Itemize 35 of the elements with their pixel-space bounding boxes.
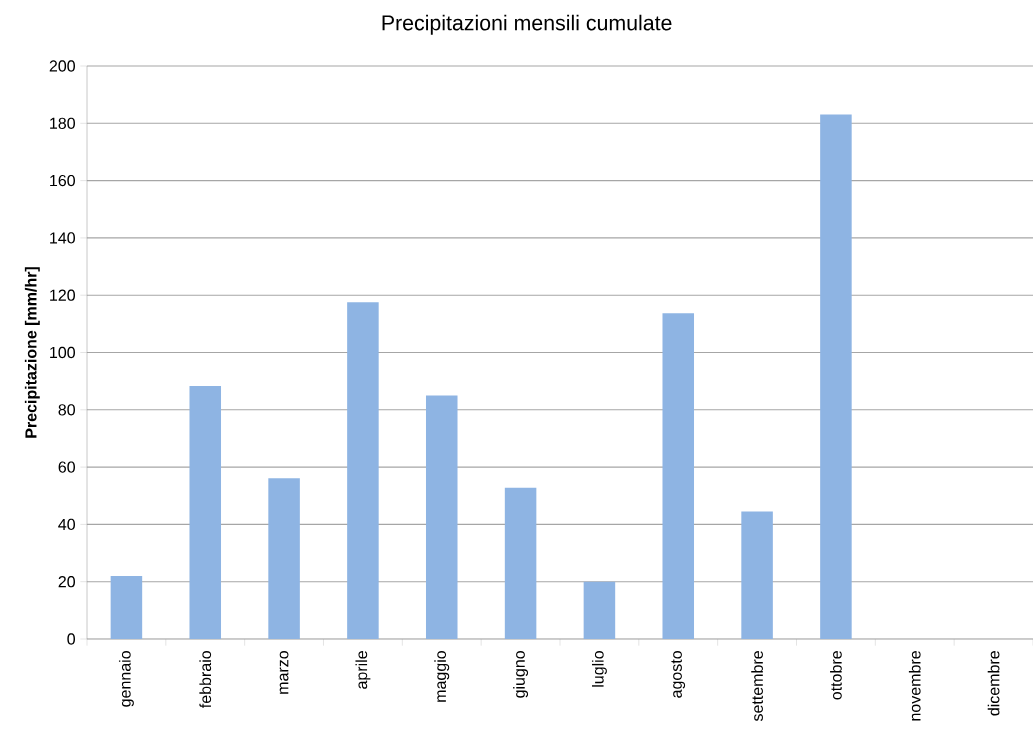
y-tick-label: 180 (50, 117, 75, 129)
y-tick-label: 100 (50, 346, 75, 359)
bar (583, 581, 616, 639)
x-tick-label: ottobre (830, 651, 842, 700)
bar (820, 114, 852, 639)
x-tick-label: febbraio (199, 651, 212, 708)
y-tick-label: 40 (58, 518, 75, 531)
y-tick-label: 0 (67, 633, 75, 645)
y-tick-label: 20 (58, 576, 75, 588)
chart-title: Precipitazioni mensili cumulate (382, 14, 672, 35)
bar (347, 302, 379, 639)
x-tick-label: dicembre (987, 651, 1000, 716)
x-tick-label: settembre (751, 651, 763, 722)
y-tick-label: 80 (58, 404, 75, 416)
y-tick-label: 120 (50, 289, 75, 301)
x-tick-label: luglio (591, 651, 607, 687)
bar (662, 313, 695, 639)
x-tick-label: agosto (671, 651, 686, 698)
x-tick-label: giugno (513, 651, 529, 698)
y-axis-title: Precipitazione [mm/hr] (24, 267, 40, 438)
bar (268, 478, 300, 639)
y-tick-label: 140 (50, 232, 75, 244)
y-tick-label: 60 (58, 461, 75, 473)
bar (741, 511, 773, 639)
x-tick-label: maggio (434, 651, 450, 702)
x-tick-label: gennaio (118, 651, 134, 707)
x-tick-label: marzo (279, 651, 289, 694)
bar (189, 386, 222, 639)
bar (425, 395, 458, 639)
y-tick-label: 160 (50, 174, 75, 187)
y-tick-label: 200 (49, 60, 75, 72)
x-tick-label: aprile (355, 651, 371, 689)
x-tick-label: novembre (908, 651, 921, 721)
bar (504, 487, 537, 639)
bar (110, 575, 143, 639)
